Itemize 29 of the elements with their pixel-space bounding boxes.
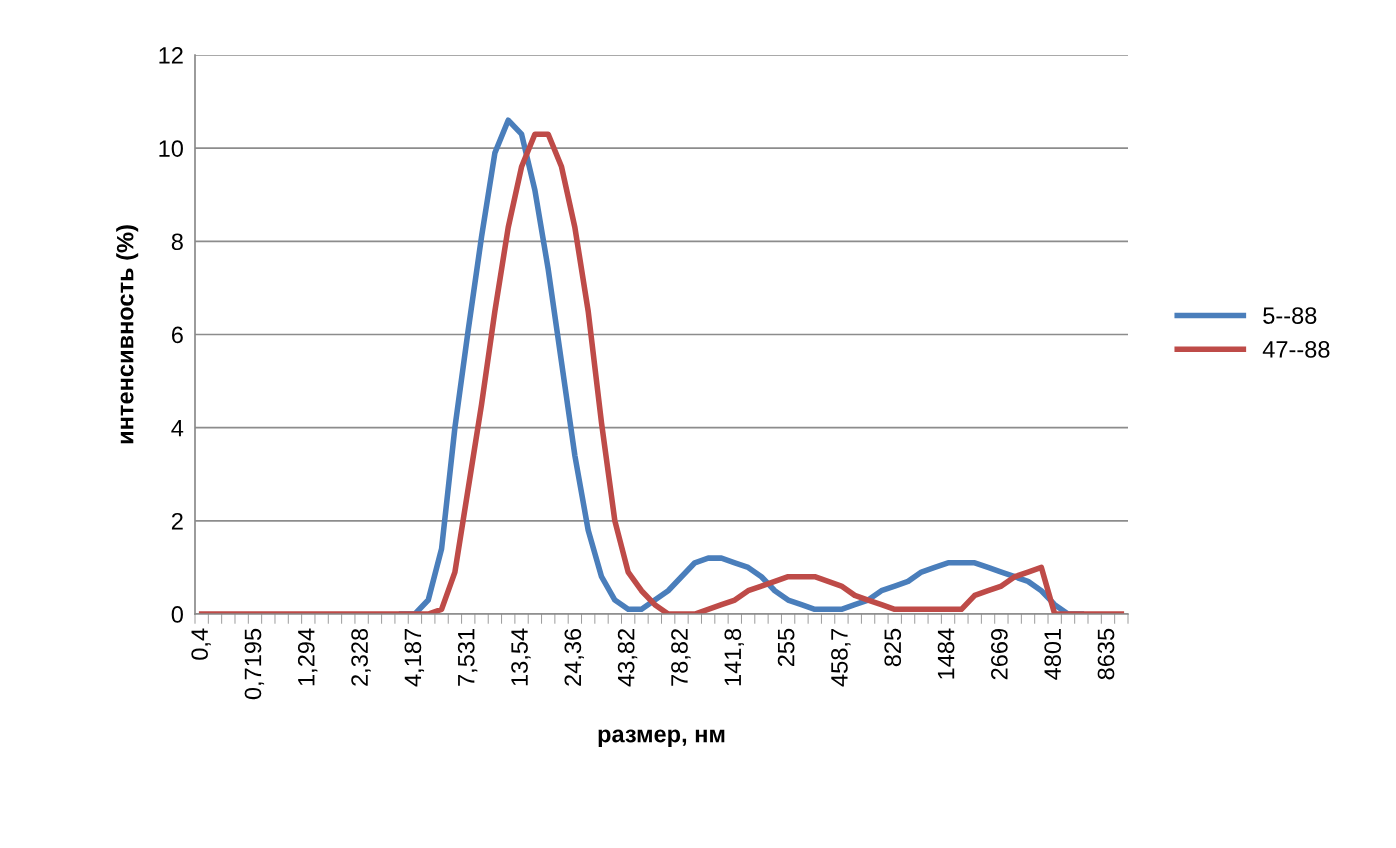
x-tick-label: 2669 (991, 629, 1008, 680)
x-tick-label: 13,54 (511, 628, 531, 686)
legend-label: 5--88 (1263, 307, 1317, 324)
x-tick-label: 825 (884, 628, 902, 667)
x-tick-label: 78,82 (671, 629, 691, 686)
x-tick-label: 458,7 (831, 629, 851, 687)
x-tick-label: 255 (777, 628, 795, 667)
x-tick-label: 4801 (1044, 629, 1062, 680)
x-tick-label: 1,294 (297, 628, 318, 686)
x-tick-label: 1484 (937, 628, 955, 679)
y-tick-label: 2 (171, 512, 183, 530)
y-tick-label: 10 (159, 140, 183, 157)
x-tick-label: 141,8 (724, 628, 744, 686)
x-tick-label: 24,36 (564, 628, 584, 686)
y-tick-label: 0 (171, 606, 183, 623)
y-tick-label: 6 (171, 326, 183, 344)
x-tick-label: 0,7195 (244, 628, 265, 700)
y-axis-title: интенсивность (%) (116, 225, 139, 444)
y-tick-label: 12 (159, 47, 183, 64)
x-tick-label: 7,531 (457, 629, 478, 686)
x-axis-title: размер, нм (598, 729, 725, 748)
legend-label: 47--88 (1262, 341, 1330, 358)
x-tick-label: 43,82 (617, 629, 638, 687)
y-tick-label: 4 (171, 419, 184, 437)
y-tick-label: 8 (171, 233, 183, 251)
x-tick-label: 2,328 (351, 628, 371, 686)
x-tick-label: 0,4 (191, 628, 211, 660)
x-tick-label: 8635 (1097, 628, 1115, 680)
x-tick-label: 4,187 (404, 629, 425, 687)
